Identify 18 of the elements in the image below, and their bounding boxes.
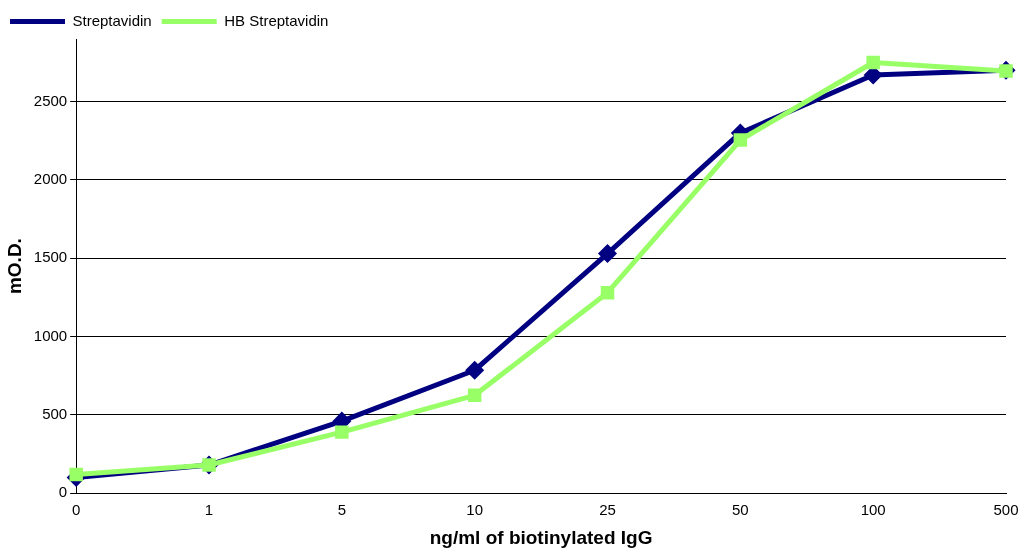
y-tick-label: 2500	[33, 91, 68, 109]
y-tick-label: 1000	[33, 326, 68, 344]
y-tick-label: 500	[42, 405, 68, 423]
x-tick-label: 500	[993, 501, 1019, 519]
y-tick-label: 2000	[33, 170, 68, 188]
x-tick-label: 100	[860, 501, 886, 519]
x-tick-label: 25	[599, 501, 616, 519]
x-tick-label: 10	[466, 501, 484, 519]
legend-label: HB Streptavidin	[224, 11, 329, 29]
x-tick-label: 1	[204, 501, 214, 519]
y-tick-label: 0	[58, 483, 68, 501]
x-axis-title: ng/ml of biotinylated IgG	[429, 526, 653, 548]
x-tick-label: 50	[731, 501, 749, 519]
x-tick-label: 0	[72, 501, 81, 519]
legend-label: Streptavidin	[72, 11, 152, 29]
y-axis-title: mO.D.	[3, 238, 25, 295]
x-tick-label: 5	[337, 501, 347, 519]
y-tick-label: 1500	[33, 248, 68, 266]
